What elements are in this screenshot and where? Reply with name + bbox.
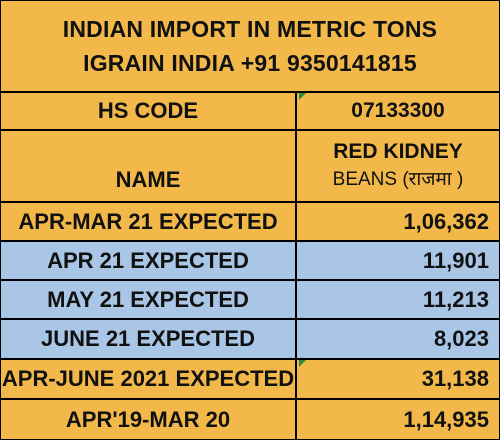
- table-row: APR-MAR 21 EXPECTED 1,06,362: [1, 203, 499, 242]
- hs-code-row: HS CODE 07133300: [1, 93, 499, 131]
- table-subtitle: IGRAIN INDIA +91 9350141815: [83, 50, 417, 76]
- row-value: 11,901: [422, 247, 489, 273]
- table-header: INDIAN IMPORT IN METRIC TONS IGRAIN INDI…: [1, 1, 499, 93]
- product-name-line-2: BEANS (राजमा ): [332, 169, 464, 190]
- table-row: JUNE 21 EXPECTED 8,023: [1, 320, 499, 360]
- row-label: JUNE 21 EXPECTED: [1, 320, 297, 358]
- hs-code-value: 07133300: [351, 99, 445, 122]
- table-row: APR'19-MAR 20 1,14,935: [1, 400, 499, 439]
- hs-code-label: HS CODE: [1, 93, 297, 129]
- cell-comment-marker-icon: [299, 93, 306, 100]
- row-label: APR 21 EXPECTED: [1, 242, 297, 279]
- row-label: MAY 21 EXPECTED: [1, 281, 297, 318]
- table-row: APR-JUNE 2021 EXPECTED 31,138: [1, 360, 499, 400]
- table-title: INDIAN IMPORT IN METRIC TONS: [62, 16, 438, 42]
- row-value: 1,06,362: [403, 208, 489, 234]
- name-label: NAME: [1, 131, 297, 201]
- name-row: NAME RED KIDNEY BEANS (राजमा ): [1, 131, 499, 203]
- cell-comment-marker-icon: [299, 360, 306, 367]
- row-label: APR-JUNE 2021 EXPECTED: [1, 360, 297, 398]
- row-value: 11,213: [422, 286, 489, 312]
- row-label: APR-MAR 21 EXPECTED: [1, 203, 297, 240]
- row-value: 1,14,935: [403, 406, 489, 432]
- row-value: 8,023: [433, 326, 489, 351]
- product-name: RED KIDNEY BEANS (राजमा ): [297, 131, 499, 201]
- table-row: APR 21 EXPECTED 11,901: [1, 242, 499, 281]
- row-value: 31,138: [421, 366, 489, 391]
- table-row: MAY 21 EXPECTED 11,213: [1, 281, 499, 320]
- product-name-line-1: RED KIDNEY: [333, 140, 463, 163]
- row-label: APR'19-MAR 20: [1, 400, 297, 439]
